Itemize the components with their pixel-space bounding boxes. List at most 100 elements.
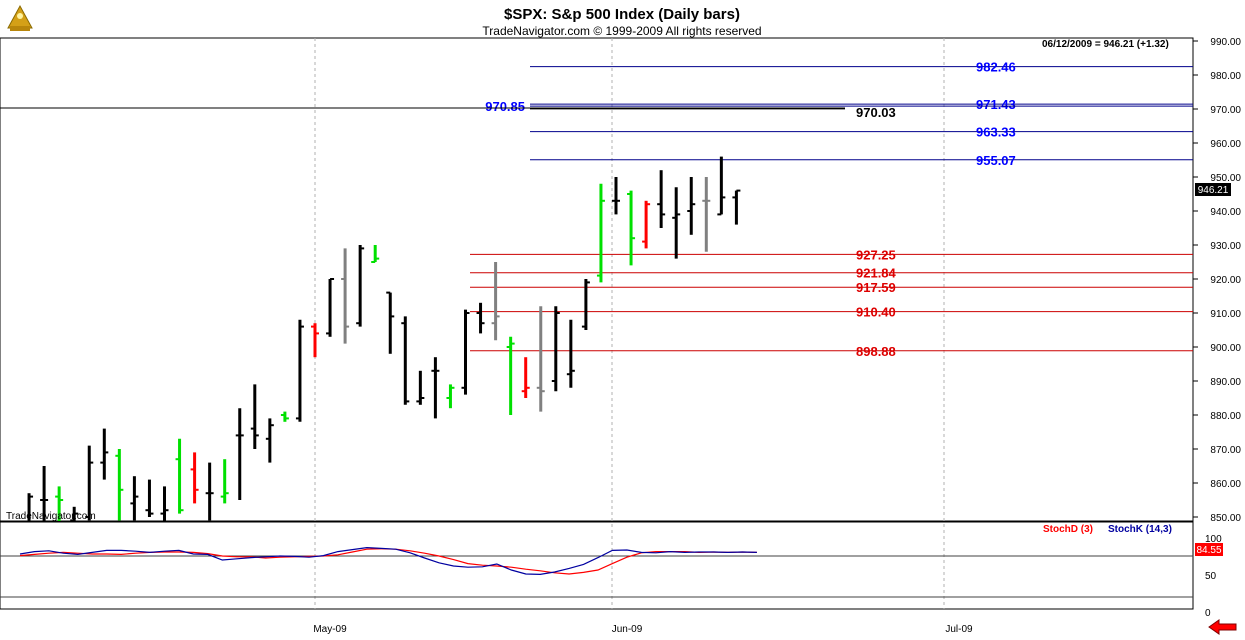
price-tick-label: 870.00 [1210, 445, 1241, 456]
svg-text:84.55: 84.55 [1196, 545, 1221, 556]
ohlc-bar [596, 183, 605, 283]
ohlc-bar [250, 384, 259, 449]
ohlc-bar [672, 187, 681, 259]
price-tick-label: 910.00 [1210, 309, 1241, 320]
level-label: 898.88 [856, 344, 896, 359]
price-tick-label: 960.00 [1210, 139, 1241, 150]
ohlc-bar [431, 357, 440, 419]
price-tick-label: 890.00 [1210, 377, 1241, 388]
ohlc-bar [491, 262, 500, 341]
watermark: TradeNavigator.com [6, 511, 96, 522]
ohlc-bar [657, 170, 666, 228]
price-levels: 982.46 971.43 970.85 970.03 963.33 955.07 927.… [470, 60, 1193, 359]
ohlc-bar [687, 177, 696, 235]
ohlc-bar [205, 462, 214, 521]
ohlc-bar [461, 309, 470, 395]
price-tick-label: 900.00 [1210, 343, 1241, 354]
legend-stochD: StochD (3) [1043, 524, 1093, 535]
ohlc-bar [40, 466, 49, 521]
ohlc-bar [341, 248, 350, 344]
price-tick-label: 850.00 [1210, 513, 1241, 524]
ohlc-bar [612, 177, 620, 215]
ohlc-bar [27, 493, 34, 521]
ohlc-bar [55, 486, 64, 521]
level-label: 927.25 [856, 247, 896, 262]
price-panel [0, 37, 1194, 522]
ohlc-bar [326, 278, 335, 337]
date-tick-label: Jun-09 [612, 624, 643, 635]
stoch-tick-label: 50 [1205, 571, 1217, 582]
svg-text:946.21: 946.21 [1198, 185, 1229, 196]
price-tick-label: 940.00 [1210, 207, 1241, 218]
price-tick-label: 990.00 [1210, 37, 1241, 48]
ohlc-bar [160, 486, 169, 521]
ohlc-bar [371, 245, 380, 263]
ohlc-bar [506, 336, 515, 415]
level-label: 982.46 [976, 60, 1016, 75]
app-logo [4, 4, 36, 34]
date-axis: May-09 Jun-09 Jul-09 [313, 624, 973, 635]
level-label: 971.43 [976, 97, 1016, 112]
level-label: 921.84 [856, 266, 897, 281]
chart-subtitle: TradeNavigator.com © 1999-2009 All right… [482, 24, 761, 38]
price-tick-label: 950.00 [1210, 173, 1241, 184]
price-tick-label: 930.00 [1210, 241, 1241, 252]
ohlc-bar [521, 357, 530, 398]
info-readout: 06/12/2009 = 946.21 (+1.32) [1042, 39, 1169, 50]
ohlc-bar [130, 476, 139, 521]
ohlc-bar [627, 190, 636, 266]
ohlc-bar [717, 156, 726, 216]
ohlc-bar [265, 418, 274, 463]
level-label: 955.07 [976, 153, 1016, 168]
ohlc-bar [295, 319, 304, 422]
legend-stochK: StochK (14,3) [1108, 524, 1172, 535]
stochastics-panel [0, 521, 1194, 610]
ohlc-bar [175, 438, 184, 514]
stochastics-lines [0, 546, 1193, 598]
price-tick-label: 860.00 [1210, 479, 1241, 490]
ohlc-bar [581, 279, 590, 330]
ohlc-bar [85, 445, 94, 521]
ohlc-bar [566, 319, 575, 388]
price-tick-label: 880.00 [1210, 411, 1241, 422]
ohlc-bar [386, 291, 395, 354]
stoch-tick-label: 0 [1205, 608, 1211, 619]
ohlc-bar [311, 323, 319, 358]
header-band [0, 0, 1245, 38]
ohlc-bar [190, 452, 199, 504]
last-price-tag: 946.21 [1195, 183, 1231, 196]
level-label: 917.59 [856, 280, 896, 295]
ohlc-bar [416, 370, 425, 405]
price-bars [27, 156, 741, 522]
ohlc-bar [732, 189, 741, 225]
ohlc-bar [115, 449, 124, 521]
ohlc-bar [401, 316, 410, 405]
chart-title: $SPX: S&p 500 Index (Daily bars) [504, 6, 740, 23]
ohlc-bar [70, 506, 79, 522]
ohlc-bar [476, 302, 485, 334]
ohlc-bar [100, 428, 109, 480]
ohlc-bar [235, 408, 244, 500]
level-label: 970.85 [485, 99, 525, 114]
level-label: 963.33 [976, 125, 1016, 140]
price-axis-ticks: 850.00 860.00 870.00 880.00 890.00 900.00 910.… [1193, 37, 1241, 619]
ohlc-bar [280, 411, 289, 422]
date-tick-label: Jul-09 [945, 624, 973, 635]
ohlc-bar [446, 384, 455, 409]
ohlc-bar [356, 245, 365, 327]
month-gridlines [314, 38, 945, 609]
ohlc-bar [551, 306, 560, 392]
stoch-tick-label: 100 [1205, 534, 1222, 545]
date-tick-label: May-09 [313, 624, 347, 635]
stoch-last-tag: 84.55 [1195, 543, 1223, 556]
ohlc-bar [220, 459, 229, 504]
ohlc-bar [642, 200, 651, 249]
ohlc-bar [702, 177, 711, 252]
price-tick-label: 980.00 [1210, 71, 1241, 82]
scroll-left-arrow-icon[interactable] [1205, 618, 1239, 636]
price-tick-label: 970.00 [1210, 105, 1241, 116]
price-axis [1193, 38, 1245, 609]
ohlc-bar [536, 306, 545, 412]
price-tick-label: 920.00 [1210, 275, 1241, 286]
